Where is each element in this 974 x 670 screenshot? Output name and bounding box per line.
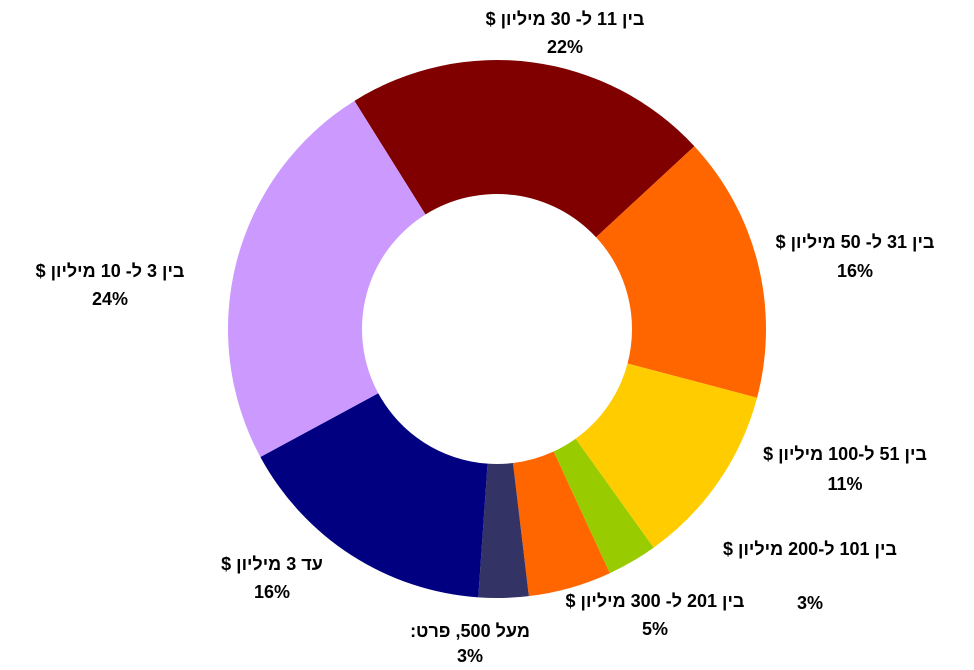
segment-value-label: 5% xyxy=(642,619,668,639)
segment-label: בין 201 ל- 300 מיליון $ xyxy=(566,591,745,611)
donut-segment xyxy=(596,146,766,398)
segment-value-label: 16% xyxy=(837,261,873,281)
segment-value-label: 11% xyxy=(827,474,862,494)
donut-segment xyxy=(575,363,758,548)
segment-label: בין 31 ל- 50 מיליון $ xyxy=(776,232,935,252)
segment-value-label: 24% xyxy=(92,289,128,309)
donut-segment xyxy=(354,59,695,238)
segment-label: בין 101 ל-200 מיליון $ xyxy=(723,539,897,559)
segment-value-label: 22% xyxy=(547,37,583,57)
donut-segment xyxy=(227,100,426,457)
segment-label: בין 51 ל-100 מיליון $ xyxy=(763,444,927,464)
segment-value-label: 3% xyxy=(457,646,483,666)
donut-segment xyxy=(260,393,488,598)
segment-value-label: 16% xyxy=(254,582,290,602)
donut-segment xyxy=(512,451,610,597)
segment-label: בין 11 ל- 30 מיליון $ xyxy=(486,9,645,29)
segment-label: עד 3 מיליון $ xyxy=(221,554,323,574)
donut-segment xyxy=(478,463,529,598)
segment-label: בין 3 ל- 10 מיליון $ xyxy=(36,261,185,281)
segment-label: מעל 500, פרט: xyxy=(410,621,530,641)
segment-value-label: 3% xyxy=(797,593,823,613)
donut-segment xyxy=(553,438,654,574)
